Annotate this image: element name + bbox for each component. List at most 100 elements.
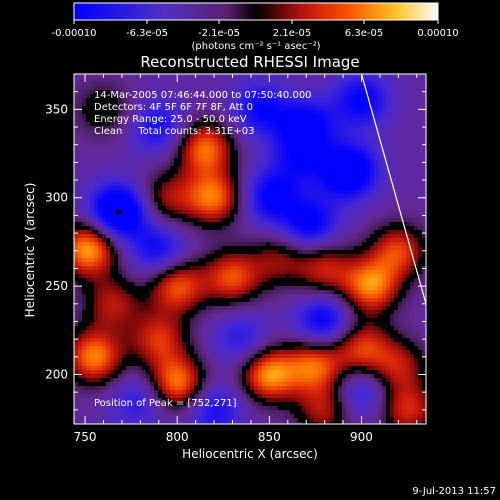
heatmap-cell: [94, 94, 99, 99]
heatmap-cell: [134, 126, 139, 131]
heatmap-cell: [422, 78, 426, 83]
heatmap-cell: [410, 74, 415, 79]
heatmap-cell: [98, 138, 103, 143]
heatmap-cell: [418, 118, 423, 123]
heatmap-cell: [154, 238, 159, 243]
heatmap-cell: [286, 266, 291, 271]
heatmap-cell: [406, 194, 411, 199]
heatmap-cell: [162, 186, 167, 191]
heatmap-cell: [406, 190, 411, 195]
heatmap-cell: [274, 206, 279, 211]
heatmap-cell: [418, 278, 423, 283]
heatmap-cell: [82, 150, 87, 155]
heatmap-cell: [198, 110, 203, 115]
heatmap-cell: [98, 170, 103, 175]
heatmap-cell: [422, 270, 426, 275]
heatmap-cell: [194, 198, 199, 203]
heatmap-cell: [330, 82, 335, 87]
heatmap-cell: [398, 138, 403, 143]
heatmap-cell: [262, 202, 267, 207]
heatmap-cell: [222, 102, 227, 107]
heatmap-cell: [90, 254, 95, 259]
heatmap-cell: [218, 114, 223, 119]
heatmap-cell: [306, 102, 311, 107]
heatmap-cell: [174, 158, 179, 163]
heatmap-cell: [390, 198, 395, 203]
heatmap-cell: [126, 270, 131, 275]
heatmap-cell: [166, 206, 171, 211]
heatmap-cell: [250, 242, 255, 247]
heatmap-cell: [214, 150, 219, 155]
heatmap-cell: [118, 90, 123, 95]
heatmap-cell: [118, 142, 123, 147]
heatmap-cell: [326, 238, 331, 243]
heatmap-cell: [390, 210, 395, 215]
heatmap-cell: [246, 250, 251, 255]
heatmap-cell: [134, 182, 139, 187]
heatmap-cell: [234, 90, 239, 95]
heatmap-cell: [146, 166, 151, 171]
heatmap-cell: [230, 182, 235, 187]
heatmap-cell: [390, 234, 395, 239]
heatmap-cell: [182, 294, 187, 299]
heatmap-cell: [118, 270, 123, 275]
heatmap-cell: [214, 90, 219, 95]
heatmap-cell: [418, 238, 423, 243]
heatmap-cell: [226, 266, 231, 271]
heatmap-cell: [326, 102, 331, 107]
heatmap-cell: [406, 94, 411, 99]
heatmap-cell: [102, 234, 107, 239]
heatmap-cell: [362, 198, 367, 203]
heatmap-cell: [138, 110, 143, 115]
heatmap-cell: [310, 86, 315, 91]
heatmap-cell: [286, 138, 291, 143]
heatmap-cell: [314, 118, 319, 123]
heatmap-cell: [126, 206, 131, 211]
heatmap-cell: [414, 230, 419, 235]
heatmap-cell: [286, 278, 291, 283]
heatmap-cell: [354, 150, 359, 155]
heatmap-cell: [266, 126, 271, 131]
heatmap-cell: [86, 298, 91, 303]
heatmap-cell: [102, 226, 107, 231]
heatmap-cell: [110, 74, 115, 79]
heatmap-cell: [362, 226, 367, 231]
heatmap-cell: [142, 258, 147, 263]
heatmap-cell: [294, 126, 299, 131]
heatmap-cell: [406, 90, 411, 95]
heatmap-cell: [418, 250, 423, 255]
heatmap-cell: [410, 238, 415, 243]
heatmap-cell: [94, 106, 99, 111]
heatmap-cell: [378, 210, 383, 215]
heatmap-cell: [422, 214, 426, 219]
heatmap-cell: [286, 254, 291, 259]
heatmap-cell: [214, 294, 219, 299]
heatmap-cell: [178, 274, 183, 279]
heatmap-cell: [282, 202, 287, 207]
heatmap-cell: [134, 246, 139, 251]
heatmap-cell: [282, 266, 287, 271]
heatmap-cell: [218, 258, 223, 263]
heatmap-cell: [310, 186, 315, 191]
heatmap-cell: [138, 130, 143, 135]
heatmap-cell: [334, 222, 339, 227]
heatmap-cell: [162, 126, 167, 131]
heatmap-cell: [234, 270, 239, 275]
heatmap-cell: [202, 94, 207, 99]
heatmap-cell: [258, 114, 263, 119]
heatmap-cell: [298, 226, 303, 231]
heatmap-cell: [78, 94, 83, 99]
heatmap-cell: [370, 254, 375, 259]
heatmap-cell: [186, 194, 191, 199]
heatmap-cell: [130, 174, 135, 179]
heatmap-cell: [170, 214, 175, 219]
heatmap-cell: [354, 218, 359, 223]
heatmap-cell: [414, 150, 419, 155]
heatmap-cell: [326, 290, 331, 295]
heatmap-cell: [166, 190, 171, 195]
heatmap-cell: [402, 162, 407, 167]
heatmap-cell: [266, 110, 271, 115]
heatmap-cell: [178, 270, 183, 275]
heatmap-cell: [270, 290, 275, 295]
heatmap-cell: [170, 86, 175, 91]
